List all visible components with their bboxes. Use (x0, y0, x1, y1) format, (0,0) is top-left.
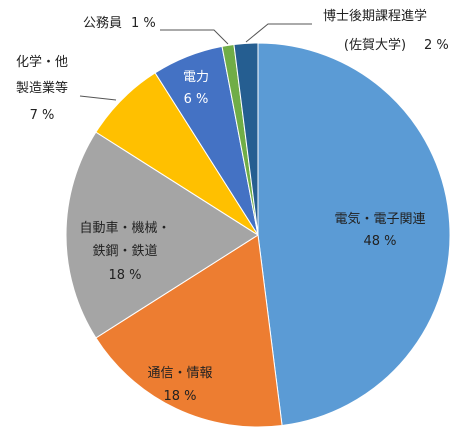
pie-slice-6 (233, 42, 259, 236)
leader-line-kagaku (79, 95, 117, 101)
label-jidosha-line2: 鉄鋼・鉄道 (92, 244, 157, 259)
label-tsushin-pct: 18 % (163, 389, 196, 404)
slice-labels: 電気・電子関連 48 % 通信・情報 18 % 自動車・機械・ 鉄鋼・鉄道 18… (16, 8, 449, 404)
label-tsushin-name: 通信・情報 (147, 366, 212, 381)
label-hakase-line1: 博士後期課程進学 (323, 8, 427, 24)
label-denki-pct: 48 % (363, 234, 396, 249)
pie-slice-0 (257, 42, 451, 427)
label-kagaku-pct: 7 % (30, 108, 55, 123)
label-denryoku-pct: 6 % (184, 92, 209, 107)
leader-line-hakase (245, 23, 312, 43)
label-hakase-line2: (佐賀大学) (344, 37, 406, 53)
label-jidosha-line1: 自動車・機械・ (79, 221, 170, 236)
pie-slice-1 (95, 234, 283, 428)
label-kagaku-line2: 製造業等 (16, 80, 68, 96)
pie-slice-2 (65, 131, 259, 339)
label-denryoku-name: 電力 (183, 70, 209, 85)
label-jidosha-pct: 18 % (108, 268, 141, 283)
label-kagaku-line1: 化学・他 (16, 54, 68, 70)
label-denki-name: 電気・電子関連 (334, 211, 425, 227)
pie-slices (65, 42, 451, 428)
leader-lines (79, 23, 312, 101)
label-komuin-pct: 1 % (131, 16, 156, 31)
leader-line-komuin (160, 29, 229, 45)
label-hakase-pct: 2 % (424, 38, 449, 53)
label-komuin-name: 公務員 (83, 16, 122, 31)
